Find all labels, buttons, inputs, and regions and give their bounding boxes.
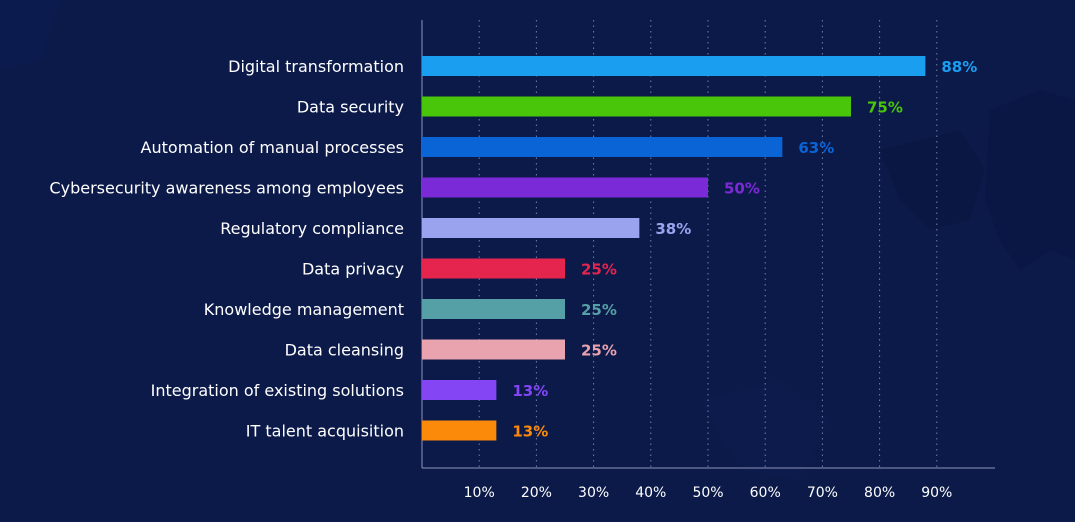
category-label: IT talent acquisition: [246, 422, 404, 441]
value-label: 25%: [581, 342, 617, 360]
bar: [422, 137, 783, 157]
x-tick-label: 30%: [578, 485, 609, 501]
bar: [422, 96, 851, 117]
value-label: 38%: [655, 220, 691, 238]
value-label: 25%: [581, 301, 617, 319]
bar: [422, 420, 497, 441]
category-label: Data security: [297, 98, 404, 117]
category-label: Integration of existing solutions: [151, 381, 404, 400]
value-label: 50%: [724, 180, 760, 198]
bar: [422, 380, 497, 400]
bar: [422, 177, 708, 198]
value-label: 88%: [941, 58, 977, 76]
bar: [422, 339, 565, 360]
bars: [422, 56, 926, 441]
x-tick-labels: 10% 20% 30% 40% 50% 60% 70% 80% 90%: [464, 485, 953, 501]
category-label: Regulatory compliance: [220, 219, 404, 238]
x-tick-label: 40%: [635, 485, 666, 501]
value-labels: 88% 75% 63% 50% 38% 25% 25% 25% 13% 13%: [512, 58, 977, 441]
category-label: Data privacy: [302, 260, 404, 279]
x-tick-label: 60%: [750, 485, 781, 501]
bar: [422, 258, 565, 279]
value-label: 75%: [867, 99, 903, 117]
category-label: Cybersecurity awareness among employees: [49, 179, 404, 198]
category-label: Automation of manual processes: [141, 138, 404, 157]
x-tick-label: 70%: [807, 485, 838, 501]
bar: [422, 218, 640, 238]
x-tick-label: 20%: [521, 485, 552, 501]
x-tick-label: 50%: [692, 485, 723, 501]
bar: [422, 56, 926, 76]
category-label: Data cleansing: [285, 341, 404, 360]
category-labels: Digital transformation Data security Autom…: [49, 57, 404, 441]
value-label: 25%: [581, 261, 617, 279]
category-label: Knowledge management: [204, 300, 404, 319]
x-tick-label: 10%: [464, 485, 495, 501]
bar: [422, 299, 565, 319]
x-tick-label: 90%: [921, 485, 952, 501]
category-label: Digital transformation: [228, 57, 404, 76]
value-label: 13%: [512, 423, 548, 441]
grid-lines: [478, 20, 938, 468]
value-label: 63%: [798, 139, 834, 157]
value-label: 13%: [512, 382, 548, 400]
x-tick-label: 80%: [864, 485, 895, 501]
